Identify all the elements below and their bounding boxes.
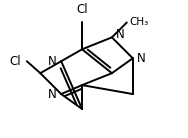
Text: N: N (48, 55, 57, 68)
Text: CH₃: CH₃ (130, 18, 149, 27)
Text: Cl: Cl (9, 55, 21, 68)
Text: N: N (116, 28, 125, 41)
Text: Cl: Cl (76, 3, 88, 17)
Text: N: N (48, 87, 57, 101)
Text: N: N (137, 52, 146, 65)
